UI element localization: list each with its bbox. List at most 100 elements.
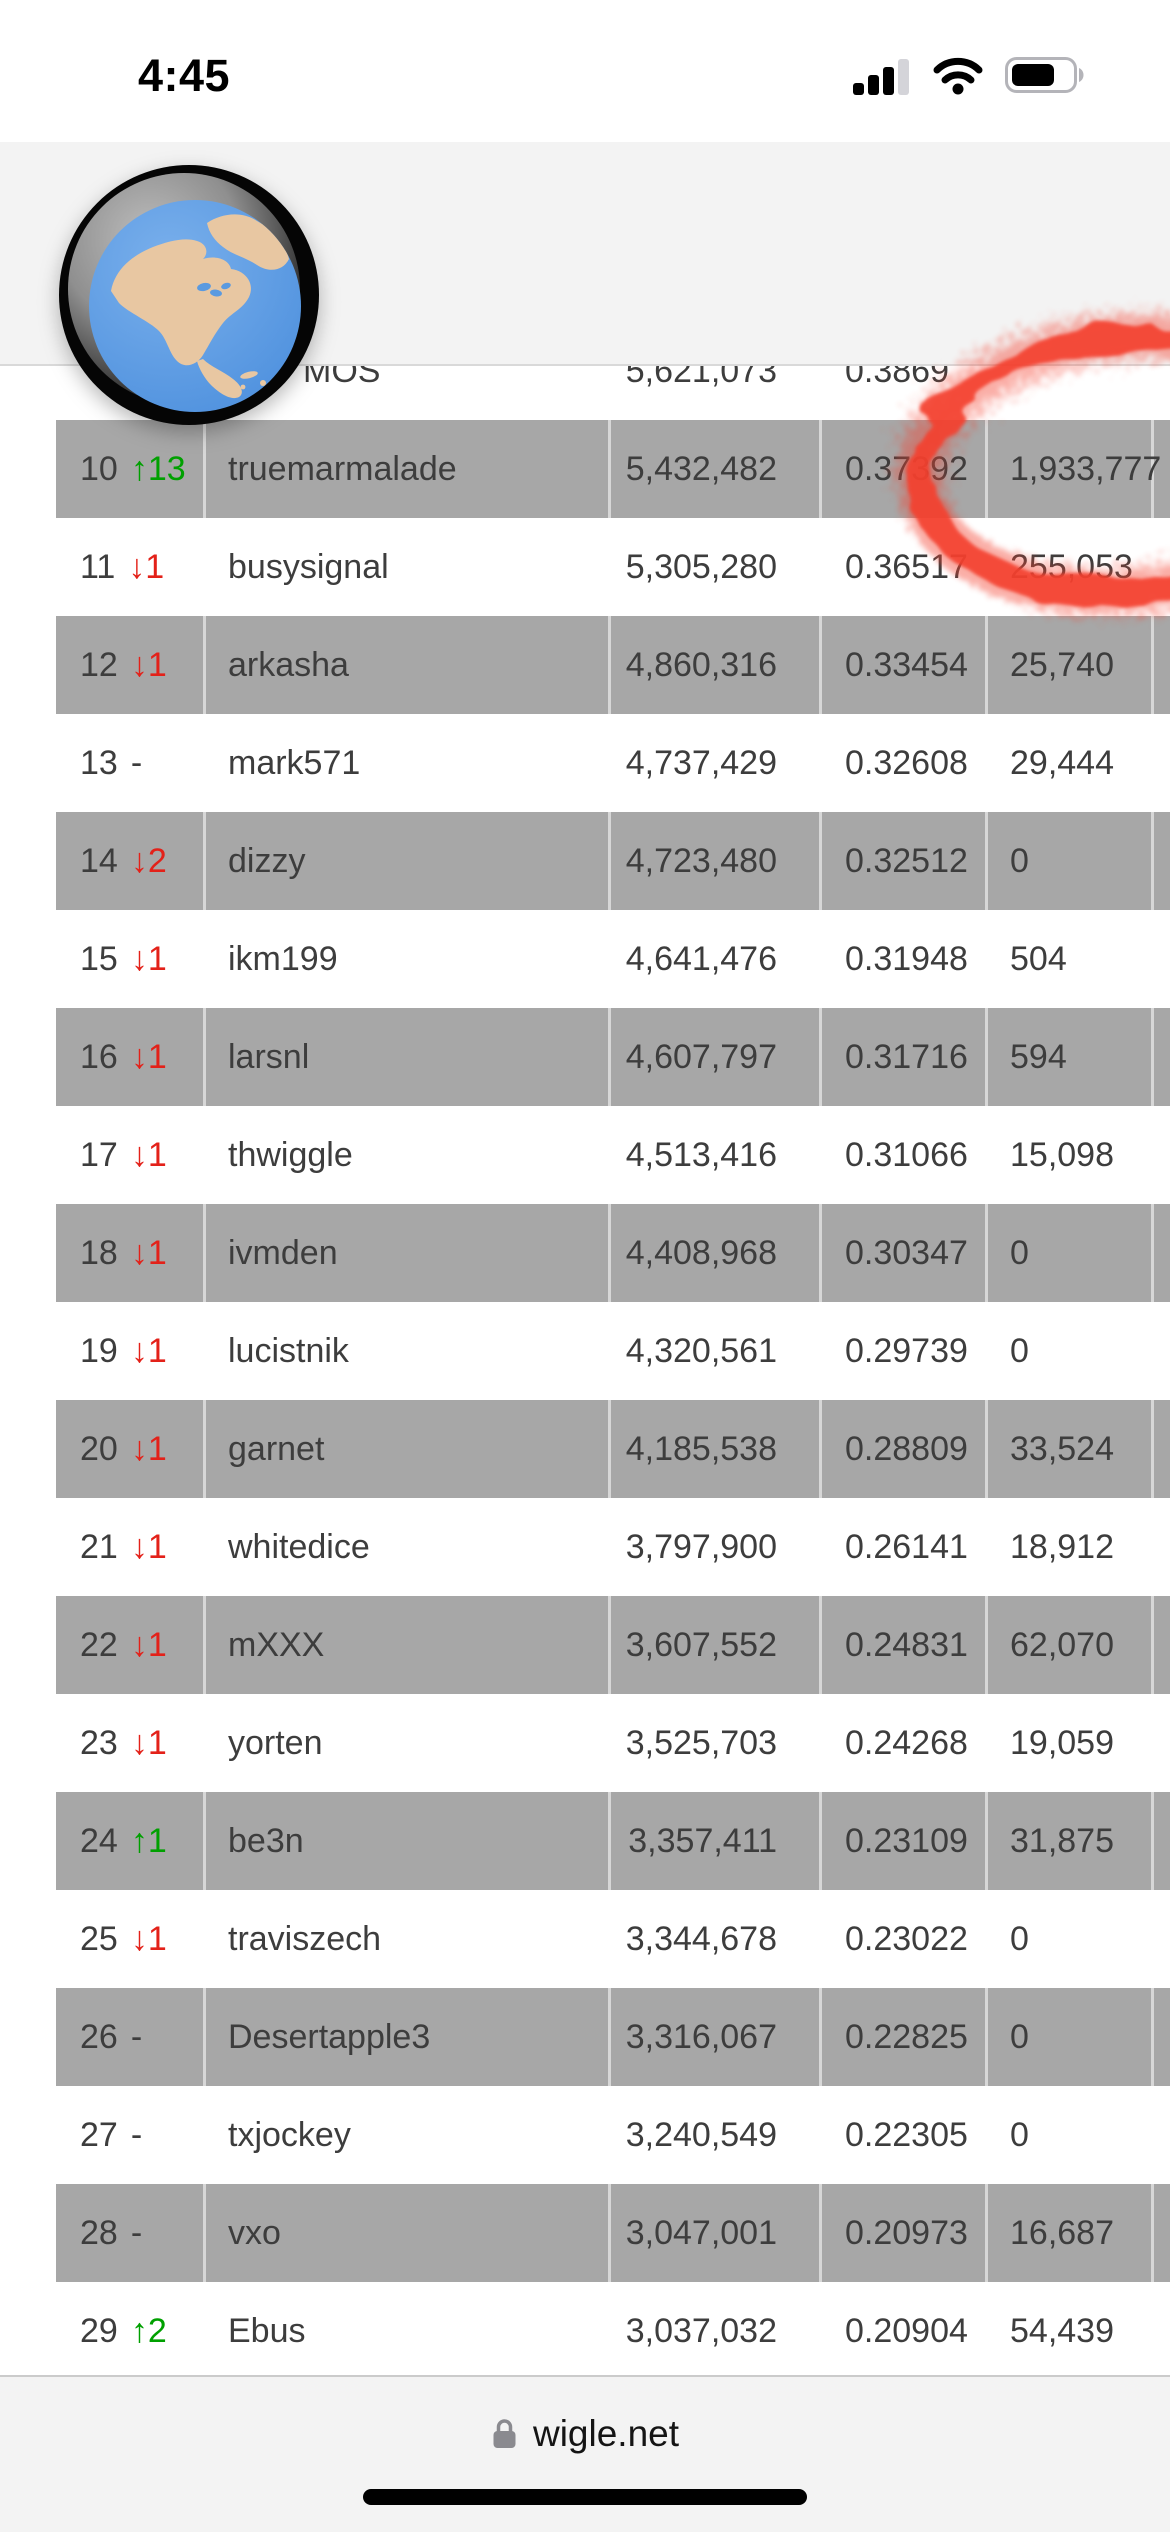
table-row: 11 ↓1 busysignal 5,305,280 0.36517 255,053 — [0, 518, 1170, 616]
monthly-count-cell: 54,439 — [1010, 2312, 1114, 2350]
monthly-count-cell: 0 — [1010, 1234, 1029, 1272]
rank-change: ↓1 — [130, 1723, 167, 1762]
username-cell: mark571 — [228, 744, 361, 782]
rank-cell: 14 ↓2 — [80, 812, 167, 910]
total-discovered-cell: 3,344,678 — [625, 1920, 777, 1958]
ratio-cell: 0.20904 — [845, 2312, 968, 2350]
home-indicator[interactable] — [363, 2489, 807, 2505]
monthly-count-cell: 0 — [1010, 842, 1029, 880]
table-row: 23 ↓1 yorten 3,525,703 0.24268 19,059 — [0, 1694, 1170, 1792]
rank-cell: 12 ↓1 — [80, 616, 167, 714]
monthly-count-cell: 31,875 — [1010, 1822, 1114, 1860]
rank-value: 14 — [80, 841, 118, 880]
rank-cell: 18 ↓1 — [80, 1204, 167, 1302]
rank-value: 25 — [80, 1919, 118, 1958]
rank-value: 12 — [80, 645, 118, 684]
total-discovered-cell: 4,408,968 — [625, 1234, 777, 1272]
rank-value: 29 — [80, 2311, 118, 2350]
total-discovered-cell: 3,797,900 — [625, 1528, 777, 1566]
rank-change: ↓1 — [130, 1919, 167, 1958]
username-cell: ivmden — [228, 1234, 338, 1272]
rank-cell: 16 ↓1 — [80, 1008, 167, 1106]
rank-change: ↑2 — [130, 2311, 167, 2350]
table-row: 14 ↓2 dizzy 4,723,480 0.32512 0 — [0, 812, 1170, 910]
total-discovered-cell: 3,240,549 — [625, 2116, 777, 2154]
ratio-cell: 0.32608 — [845, 744, 968, 782]
username-cell: busysignal — [228, 548, 389, 586]
ratio-cell: 0.22305 — [845, 2116, 968, 2154]
wifi-icon — [933, 57, 983, 95]
table-row: 29 ↑2 Ebus 3,037,032 0.20904 54,439 — [0, 2282, 1170, 2380]
ratio-cell: 0.23022 — [845, 1920, 968, 1958]
ratio-cell: 0.36517 — [845, 548, 968, 586]
ratio-cell: 0.37392 — [845, 450, 968, 488]
rank-cell: 26- — [80, 1988, 142, 2086]
rank-cell: 17 ↓1 — [80, 1106, 167, 1204]
status-time: 4:45 — [138, 50, 231, 101]
table-row: 18 ↓1 ivmden 4,408,968 0.30347 0 — [0, 1204, 1170, 1302]
monthly-count-cell: 594 — [1010, 1038, 1067, 1076]
rank-change: ↓1 — [130, 1037, 167, 1076]
total-discovered-cell: 3,357,411 — [628, 1822, 777, 1860]
monthly-count-cell: 15,098 — [1010, 1136, 1114, 1174]
total-discovered-cell: 4,737,429 — [625, 744, 777, 782]
rank-change: ↓1 — [130, 1331, 167, 1370]
wigle-globe-logo[interactable] — [57, 163, 321, 427]
monthly-count-cell: 0 — [1010, 2018, 1029, 2056]
rank-cell: 27- — [80, 2086, 142, 2184]
monthly-count-cell: 16,687 — [1010, 2214, 1114, 2252]
username-cell: Desertapple3 — [228, 2018, 431, 2056]
table-row: 26- Desertapple3 3,316,067 0.22825 0 — [0, 1988, 1170, 2086]
rank-value: 23 — [80, 1723, 118, 1762]
table-row: 12 ↓1 arkasha 4,860,316 0.33454 25,740 — [0, 616, 1170, 714]
rank-change: ↓2 — [130, 841, 167, 880]
total-discovered-cell: 4,513,416 — [625, 1136, 777, 1174]
monthly-count-cell: 19,059 — [1010, 1724, 1114, 1762]
table-row: 25 ↓1 traviszech 3,344,678 0.23022 0 — [0, 1890, 1170, 1988]
monthly-count-cell: 62,070 — [1010, 1626, 1114, 1664]
rank-cell: 20 ↓1 — [80, 1400, 167, 1498]
globe-icon — [59, 165, 319, 425]
rank-value: 10 — [80, 449, 118, 488]
rank-cell: 22 ↓1 — [80, 1596, 167, 1694]
monthly-count-cell: 25,740 — [1010, 646, 1114, 684]
rank-cell: 28- — [80, 2184, 142, 2282]
ratio-cell: 0.31716 — [845, 1038, 968, 1076]
total-discovered-cell: 3,525,703 — [625, 1724, 777, 1762]
url-bar[interactable]: wigle.net — [0, 2413, 1170, 2455]
table-row: 20 ↓1 garnet 4,185,538 0.28809 33,524 — [0, 1400, 1170, 1498]
rank-change: ↓1 — [130, 1625, 167, 1664]
table-row: 10 ↑13 truemarmalade 5,432,482 0.37392 1,933,… — [0, 420, 1170, 518]
username-cell: larsnl — [228, 1038, 310, 1076]
username-cell: whitedice — [228, 1528, 370, 1566]
total-discovered-cell: 4,320,561 — [625, 1332, 777, 1370]
username-cell: arkasha — [228, 646, 349, 684]
total-discovered-cell: 5,305,280 — [625, 548, 777, 586]
ratio-cell: 0.28809 — [845, 1430, 968, 1468]
rank-cell: 11 ↓1 — [80, 518, 164, 616]
monthly-count-cell: 18,912 — [1010, 1528, 1114, 1566]
table-row: 13- mark571 4,737,429 0.32608 29,444 — [0, 714, 1170, 812]
safari-bottom-bar: wigle.net — [0, 2375, 1170, 2532]
table-row: 15 ↓1 ikm199 4,641,476 0.31948 504 — [0, 910, 1170, 1008]
rank-cell: 13- — [80, 714, 142, 812]
ratio-cell: 0.31066 — [845, 1136, 968, 1174]
monthly-count-cell: 0 — [1010, 1332, 1029, 1370]
rank-value: 22 — [80, 1625, 118, 1664]
monthly-count-cell: 1,933,777 — [1010, 450, 1162, 488]
rank-value: 18 — [80, 1233, 118, 1272]
table-row: 16 ↓1 larsnl 4,607,797 0.31716 594 — [0, 1008, 1170, 1106]
lock-icon — [493, 2419, 516, 2448]
table-row: 27- txjockey 3,240,549 0.22305 0 — [0, 2086, 1170, 2184]
ratio-cell: 0.29739 — [845, 1332, 968, 1370]
ratio-cell: 0.26141 — [845, 1528, 968, 1566]
ratio-cell: 0.23109 — [845, 1822, 968, 1860]
rank-cell: 23 ↓1 — [80, 1694, 167, 1792]
rank-value: 27 — [80, 2115, 118, 2154]
monthly-count-cell: 0 — [1010, 1920, 1029, 1958]
status-icons — [853, 57, 1087, 95]
rank-value: 28 — [80, 2213, 118, 2252]
monthly-count-cell: 29,444 — [1010, 744, 1114, 782]
total-discovered-cell: 3,047,001 — [625, 2214, 777, 2252]
total-discovered-cell: 5,432,482 — [625, 450, 777, 488]
